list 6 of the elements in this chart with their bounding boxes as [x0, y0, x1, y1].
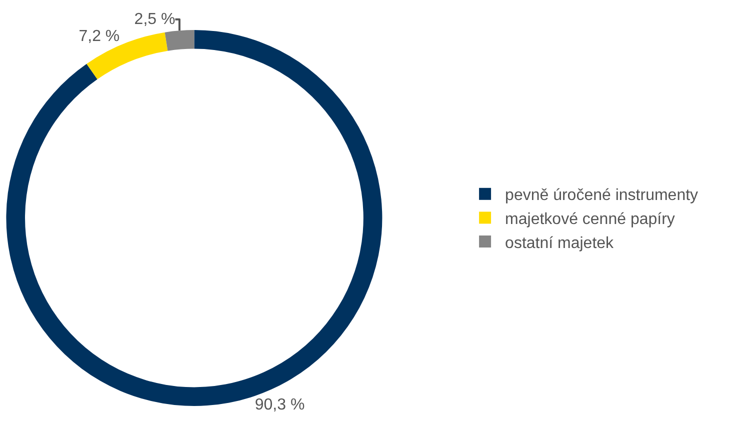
data-label: 90,3 % — [254, 396, 305, 414]
data-label: 7,2 % — [78, 28, 120, 45]
legend-label: pevně úročené instrumenty — [505, 187, 698, 204]
legend-label: majetkové cenné papíry — [505, 210, 675, 228]
legend-label: ostatní majetek — [505, 234, 615, 252]
data-label: 2,5 % — [134, 10, 176, 28]
